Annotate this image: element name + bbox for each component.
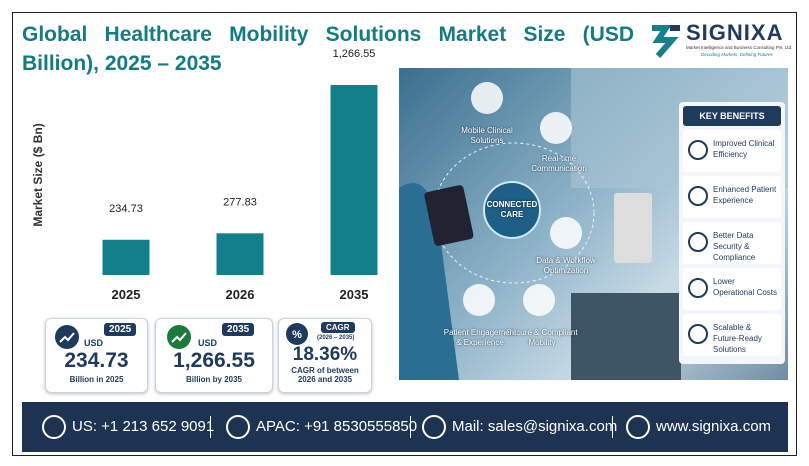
card-icon (55, 325, 79, 349)
stat-card: 2025 USD 234.73 Billion in 2025 (45, 318, 148, 393)
contact: APAC: +91 8530555850 (256, 418, 418, 435)
logo-mark (652, 25, 680, 58)
card-value: 1,266.55 (173, 349, 255, 372)
benefit-text: Enhanced Patient Experience (713, 185, 777, 205)
phone-icon (226, 415, 250, 439)
benefit-text: Lower Operational Costs (713, 277, 778, 297)
card-icon (167, 325, 191, 349)
logo-tagline: Market Intelligence and Business Consult… (686, 45, 793, 50)
x-tick-label: 2026 (226, 287, 255, 302)
bar (102, 239, 150, 275)
benefit-text: Scalable & Future-Ready Solutions (713, 323, 762, 354)
benefit: Improved Clinical Efficiency (683, 130, 781, 172)
phone-icon (42, 415, 66, 439)
contact: www.signixa.com (656, 418, 772, 435)
card-icon: % (286, 323, 308, 345)
card-unit: USD (198, 338, 218, 348)
logo: SIGNIXA Market Intelligence and Business… (646, 18, 796, 68)
benefits-panel: KEY BENEFITS Improved Clinical Efficienc… (679, 102, 785, 364)
benefits-title: KEY BENEFITS (683, 106, 781, 126)
stat-card: % CAGR (2026 – 2035) 18.36% CAGR of betw… (278, 318, 372, 393)
card-badge: CAGR (321, 322, 355, 333)
footer: US: +1 213 652 9091 APAC: +91 8530555850… (22, 402, 788, 452)
card-value: 234.73 (64, 349, 129, 372)
contact: US: +1 213 652 9091 (72, 418, 215, 435)
chart: Market Size ($ Bn) 234.73 2025 277.83 2026 1,… (31, 48, 378, 302)
value-label: 234.73 (109, 203, 143, 215)
bar (330, 85, 378, 275)
benefit: Lower Operational Costs (683, 268, 781, 310)
card-caption: Billion by 2035 (185, 375, 243, 384)
hub-label: CONNECTED CARE (486, 200, 538, 219)
frame (12, 12, 797, 456)
value-label: 277.83 (223, 196, 257, 208)
card-badge: 2035 (222, 323, 255, 336)
benefit: Better Data Security & Compliance (683, 222, 781, 264)
benefit-text: Improved Clinical Efficiency (713, 139, 775, 159)
card-caption: Billion in 2025 (69, 375, 124, 384)
card-badge: 2025 (104, 323, 137, 336)
svg-text:%: % (292, 329, 302, 341)
node-label: Patient Engagement & Experience (443, 328, 517, 347)
logo-text: SIGNIXA (686, 20, 784, 45)
node-label: Real-time Communication (531, 154, 587, 173)
x-tick-label: 2035 (340, 287, 369, 302)
node-label: Secure & Compliant Mobility (506, 328, 578, 347)
logo-slogan: Decoding Markets, Defining Futures (701, 52, 773, 57)
mail-icon (422, 415, 446, 439)
value-label: 1,266.55 (333, 48, 376, 60)
card-caption: CAGR of between 2026 and 2035 (291, 366, 359, 384)
contact: Mail: sales@signixa.com (452, 418, 618, 435)
bar (216, 233, 264, 275)
card-unit: USD (84, 338, 104, 348)
stat-card: 2035 USD 1,266.55 Billion by 2035 (155, 318, 273, 393)
node-label: Data & Workflow Optimization (536, 256, 596, 275)
benefit: Enhanced Patient Experience (683, 176, 781, 218)
title: Global Healthcare Mobility Solutions Mar… (22, 23, 634, 75)
web-icon (626, 415, 650, 439)
y-axis-label: Market Size ($ Bn) (31, 123, 45, 226)
card-badge-sub: (2026 – 2035) (317, 335, 355, 341)
benefit: Scalable & Future-Ready Solutions (683, 314, 781, 356)
x-tick-label: 2025 (112, 287, 141, 302)
card-value: 18.36% (292, 344, 358, 365)
benefit-text: Better Data Security & Compliance (713, 231, 756, 262)
node-label: Mobile Clinical Solutions (461, 126, 513, 145)
